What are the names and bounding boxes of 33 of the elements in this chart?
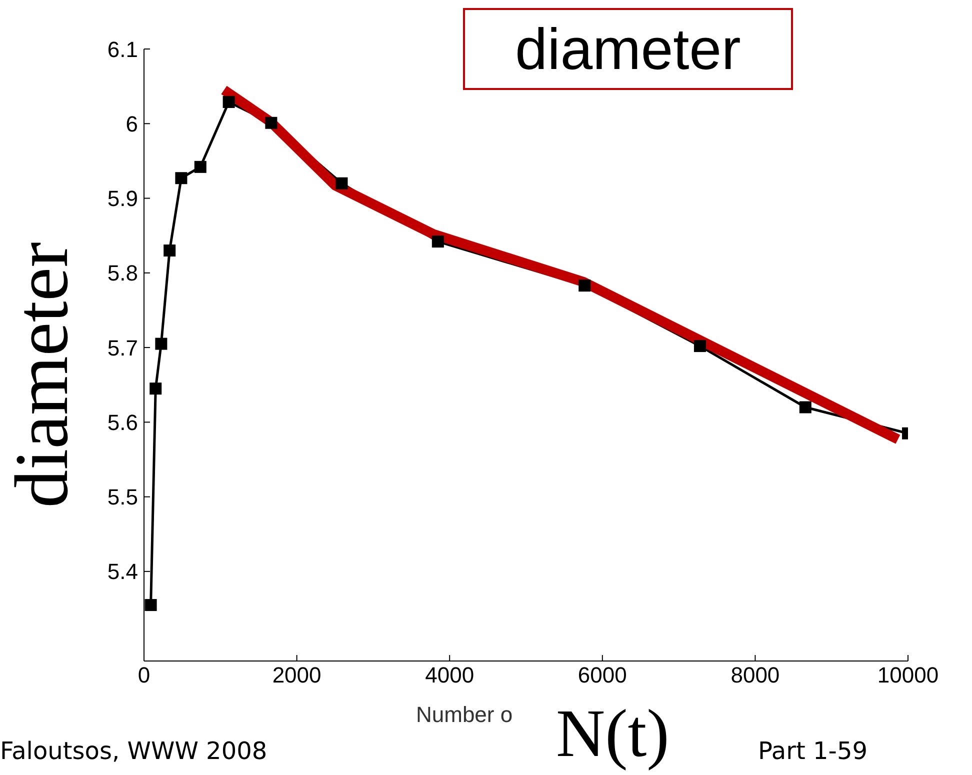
x-tick-label: 4000 [425,662,474,688]
chart-title: diameter [463,8,793,90]
point [694,340,706,352]
point [265,116,278,129]
y-tick-label: 5.6 [107,410,138,435]
point [150,382,162,395]
point [175,172,188,184]
point [432,236,444,248]
point [155,338,168,350]
y-tick-label: 5.7 [107,335,138,360]
y-tick-label: 5.5 [107,484,138,510]
point [222,96,235,108]
point [336,177,348,190]
x-tick-label: 10000 [877,662,939,688]
point [578,280,591,292]
y-axis-title: diameter [0,242,84,508]
point [194,160,206,173]
text: Part 1-59 [758,737,868,765]
point [144,599,157,612]
x-tick-label: 8000 [730,662,780,688]
x-tick-label: 6000 [578,662,627,688]
text: Number o [416,702,513,728]
y-tick-label: 6.1 [107,36,138,62]
y-tick-label: 5.9 [107,186,138,212]
text: Faloutsos, WWW 2008 [0,737,268,765]
x-tick-label: 0 [138,662,150,688]
point [799,401,812,414]
y-tick-label: 5.8 [107,260,138,286]
x-tick-label: 2000 [272,662,322,688]
y-tick-label: 6 [126,111,138,136]
x-axis-title: N(t) [556,695,670,771]
point [164,244,176,257]
y-tick-label: 5.4 [107,559,138,584]
